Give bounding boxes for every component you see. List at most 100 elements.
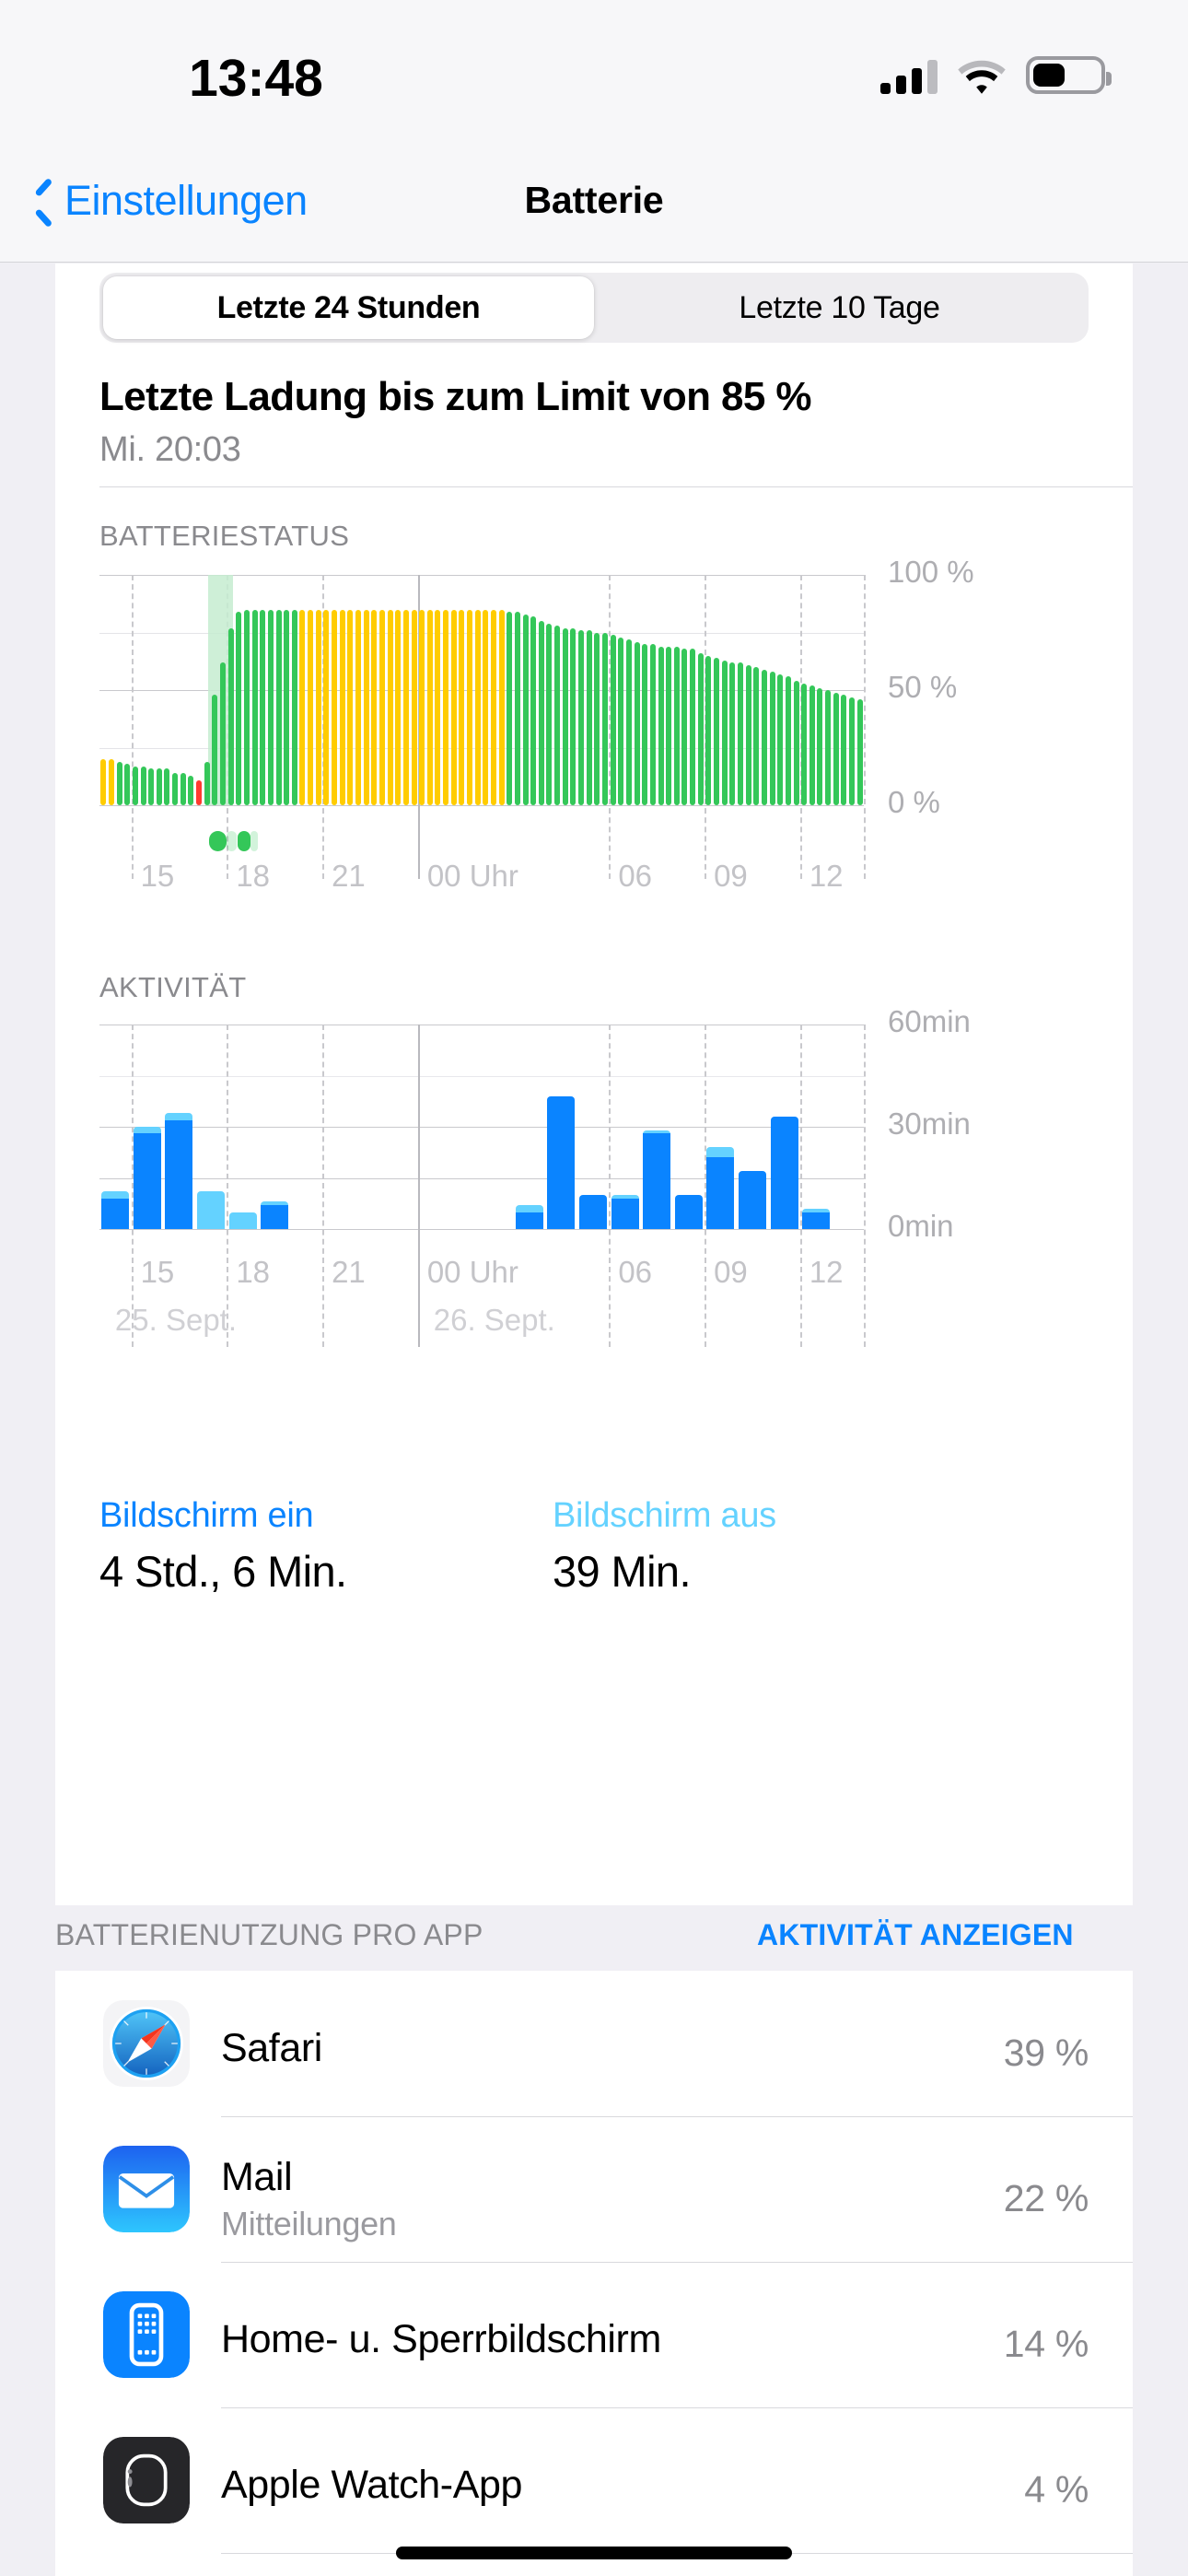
screen-off-label: Bildschirm aus [553, 1496, 776, 1535]
activity-bar-screen-off [228, 1212, 257, 1229]
battery-status-bar [856, 699, 863, 805]
mail-icon [103, 2146, 190, 2232]
scroll-content[interactable]: Letzte 24 Stunden Letzte 10 Tage Letzte … [0, 263, 1188, 2576]
app-percent-label: 39 % [1003, 2032, 1089, 2074]
battery-status-bar [817, 687, 823, 805]
battery-status-bar [204, 761, 210, 805]
battery-status-bar [100, 759, 107, 805]
activity-chart[interactable]: 0min 30min 60min 15 18 21 00 Uhr 06 09 12 25. Sept… [99, 1004, 1089, 1347]
chart-xtick-label: 00 Uhr [426, 859, 518, 893]
battery-status-bar [435, 609, 441, 805]
battery-status-chart[interactable]: 0 % 50 % 100 % 15 18 21 00 Uhr 06 09 12 [99, 555, 1089, 893]
chart-vgrid [864, 1025, 866, 1347]
chart-ytick-label: 100 % [888, 555, 974, 589]
activity-bar [197, 1191, 226, 1229]
chart-gridline [99, 1177, 864, 1179]
battery-status-bar [339, 609, 345, 805]
tab-last-24-hours[interactable]: Letzte 24 Stunden [103, 276, 594, 339]
battery-status-bar [634, 641, 640, 805]
last-charge-title: Letzte Ladung bis zum Limit von 85 % [99, 374, 812, 419]
battery-status-bar [705, 655, 712, 805]
battery-overview-card: Letzte 24 Stunden Letzte 10 Tage Letzte … [55, 263, 1133, 1905]
wifi-icon [958, 59, 1006, 94]
activity-bar [770, 1116, 798, 1229]
app-name-label: Apple Watch-App [221, 2463, 523, 2507]
battery-status-bar [323, 609, 330, 805]
battery-status-bar [284, 609, 290, 805]
apple-watch-icon [103, 2437, 190, 2523]
battery-status-bar [673, 646, 680, 805]
status-bar-time: 13:48 [189, 49, 323, 108]
app-row-separator [221, 2116, 1133, 2117]
battery-status-bar [275, 609, 282, 805]
app-usage-row[interactable]: Mail Mitteilungen 22 % [55, 2116, 1133, 2262]
activity-bar [547, 1095, 576, 1229]
activity-bar-screen-on [165, 1119, 193, 1229]
chart-vgrid [131, 575, 134, 879]
chart-vgrid [131, 1025, 134, 1347]
battery-status-bar [690, 649, 696, 805]
battery-status-bar [785, 676, 791, 805]
battery-status-bar [729, 662, 736, 805]
battery-status-bar [562, 627, 568, 805]
chart-ytick-label: 0 % [888, 785, 940, 819]
battery-status-bar [411, 609, 417, 805]
app-usage-row[interactable]: Apple Watch-App 4 % [55, 2407, 1133, 2553]
battery-status-bar [156, 768, 162, 805]
tab-last-10-days[interactable]: Letzte 10 Tage [739, 289, 940, 325]
activity-bar-screen-off [197, 1191, 226, 1229]
activity-bar-screen-on [706, 1157, 735, 1229]
chart-vgrid [705, 575, 707, 879]
battery-status-bar [642, 644, 648, 805]
app-row-separator [221, 2262, 1133, 2263]
chart-xtick-label: 18 [236, 1255, 271, 1289]
battery-status-bar [745, 664, 751, 805]
app-usage-list: Safari 39 % Mail Mitteilungen 22 % Home- u. S… [55, 1971, 1133, 2576]
chart-xtick-label: 09 [714, 859, 748, 893]
chart-gridline [99, 747, 864, 749]
chart-vgrid [705, 1025, 707, 1347]
app-usage-row[interactable]: Home- u. Sperrbildschirm 14 % [55, 2262, 1133, 2407]
activity-bar [706, 1147, 735, 1229]
chart-xtick-label: 21 [332, 859, 366, 893]
activity-bar [261, 1201, 289, 1229]
show-activity-button[interactable]: AKTIVITÄT ANZEIGEN [757, 1918, 1074, 1951]
battery-status-bar [618, 637, 624, 805]
battery-status-bar [578, 630, 585, 805]
chart-vgrid [799, 1025, 802, 1347]
battery-status-bar [395, 609, 402, 805]
battery-status-bar [363, 609, 369, 805]
battery-status-bar [681, 649, 688, 805]
chart-xtick-label: 06 [618, 859, 653, 893]
battery-status-bar [841, 695, 847, 805]
battery-status-bar [538, 621, 544, 805]
chart-ytick-label: 30min [888, 1107, 971, 1141]
charging-pill [209, 831, 227, 851]
activity-bar [228, 1212, 257, 1229]
app-row-separator [221, 2407, 1133, 2408]
chart-gridline [99, 690, 864, 691]
battery-status-bar [188, 775, 194, 805]
battery-status-bar [777, 673, 784, 805]
chart-date-label: 26. Sept. [433, 1303, 555, 1337]
time-range-segmented-control[interactable]: Letzte 24 Stunden Letzte 10 Tage [99, 273, 1089, 343]
back-button[interactable]: Einstellungen [33, 177, 308, 225]
app-usage-header-label: BATTERIENUTZUNG PRO APP [55, 1918, 483, 1951]
battery-status-bar [212, 695, 218, 805]
battery-status-bar [315, 609, 321, 805]
chart-xtick-label: 15 [140, 859, 175, 893]
activity-bar [133, 1127, 161, 1229]
app-usage-row[interactable]: Safari 39 % [55, 1971, 1133, 2116]
battery-status-bar [697, 653, 704, 805]
battery-status-bar [809, 685, 815, 805]
activity-bar-screen-on [611, 1198, 639, 1229]
chart-xtick-label: 09 [714, 1255, 748, 1289]
status-bar: 13:48 [0, 0, 1188, 147]
chart-gridline [99, 575, 864, 576]
battery-status-bar [140, 766, 146, 805]
battery-status-bar [148, 768, 155, 805]
battery-status-bar [849, 697, 856, 805]
app-percent-label: 4 % [1024, 2468, 1089, 2511]
battery-status-bar [610, 635, 616, 805]
